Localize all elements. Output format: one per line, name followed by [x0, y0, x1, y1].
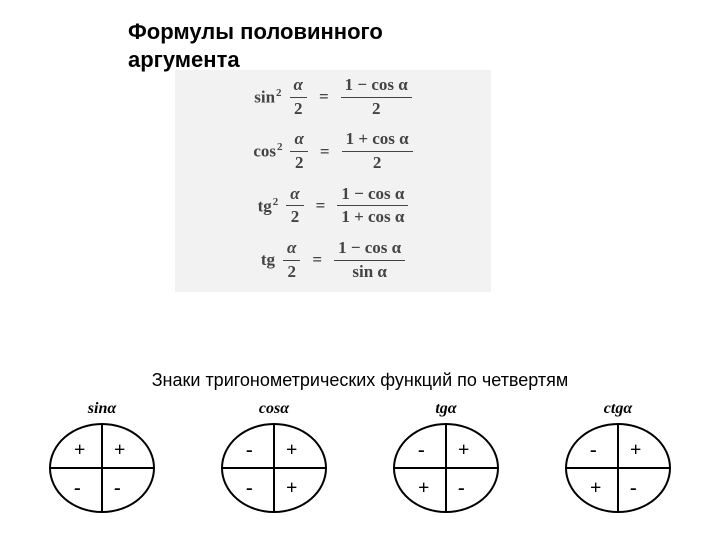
- equals-sign: =: [308, 250, 326, 270]
- sign-q1: +: [286, 440, 297, 460]
- quad-diagram-ctg: ctgα - + + -: [553, 400, 683, 514]
- formula-cos2: cos2 α 2 = 1 + cos α 2: [183, 130, 483, 172]
- quad-diagram-sin: sinα + + - -: [37, 400, 167, 514]
- heading-line-1: Формулы половинного: [128, 19, 383, 44]
- formula-tg2: tg2 α 2 = 1 − cos α 1 + cos α: [183, 185, 483, 227]
- quad-label: sinα: [88, 400, 116, 418]
- fn-name: tg: [261, 250, 275, 270]
- arg-fraction: α 2: [290, 76, 307, 118]
- quad-circle: + + - -: [48, 422, 156, 514]
- equals-sign: =: [312, 196, 330, 216]
- sign-q2: -: [246, 440, 253, 460]
- quad-diagram-cos: cosα - + - +: [209, 400, 339, 514]
- quad-diagram-tg: tgα - + + -: [381, 400, 511, 514]
- sign-q2: -: [590, 440, 597, 460]
- sign-q1: +: [458, 440, 469, 460]
- page: Формулы половинного аргумента sin2 α 2 =…: [0, 0, 720, 540]
- sign-q2: -: [418, 440, 425, 460]
- quad-label: tgα: [435, 400, 456, 418]
- quadrant-signs-title: Знаки тригонометрических функций по четв…: [0, 370, 720, 391]
- rhs-fraction: 1 − cos α 2: [341, 76, 412, 118]
- sign-q1: +: [114, 440, 125, 460]
- circle-icon: [392, 422, 500, 514]
- formula-sin2: sin2 α 2 = 1 − cos α 2: [183, 76, 483, 118]
- heading-line-2: аргумента: [128, 47, 240, 72]
- rhs-fraction: 1 − cos α sin α: [334, 239, 405, 281]
- arg-fraction: α 2: [283, 239, 300, 281]
- sign-q4: -: [630, 478, 637, 498]
- formula-tg: tg α 2 = 1 − cos α sin α: [183, 239, 483, 281]
- quadrant-diagram-row: sinα + + - - cosα -: [0, 400, 720, 514]
- sign-q4: +: [286, 478, 297, 498]
- circle-icon: [564, 422, 672, 514]
- sign-q1: +: [630, 440, 641, 460]
- quad-circle: - + - +: [220, 422, 328, 514]
- fn-name: cos2: [253, 141, 282, 162]
- page-title: Формулы половинного аргумента: [128, 18, 383, 73]
- fn-name: sin2: [254, 87, 281, 108]
- sign-q4: -: [458, 478, 465, 498]
- sign-q3: +: [418, 478, 429, 498]
- sign-q4: -: [114, 478, 121, 498]
- equals-sign: =: [315, 87, 333, 107]
- equals-sign: =: [316, 142, 334, 162]
- arg-fraction: α 2: [286, 185, 303, 227]
- half-angle-formulas: sin2 α 2 = 1 − cos α 2 cos2 α 2 =: [175, 70, 491, 292]
- quad-circle: - + + -: [564, 422, 672, 514]
- circle-icon: [48, 422, 156, 514]
- arg-fraction: α 2: [290, 130, 307, 172]
- quad-circle: - + + -: [392, 422, 500, 514]
- rhs-fraction: 1 − cos α 1 + cos α: [337, 185, 408, 227]
- sign-q2: +: [74, 440, 85, 460]
- fn-name: tg2: [258, 196, 279, 217]
- sign-q3: +: [590, 478, 601, 498]
- circle-icon: [220, 422, 328, 514]
- rhs-fraction: 1 + cos α 2: [342, 130, 413, 172]
- sign-q3: -: [246, 478, 253, 498]
- quad-label: ctgα: [604, 400, 632, 418]
- quad-label: cosα: [259, 400, 289, 418]
- sign-q3: -: [74, 478, 81, 498]
